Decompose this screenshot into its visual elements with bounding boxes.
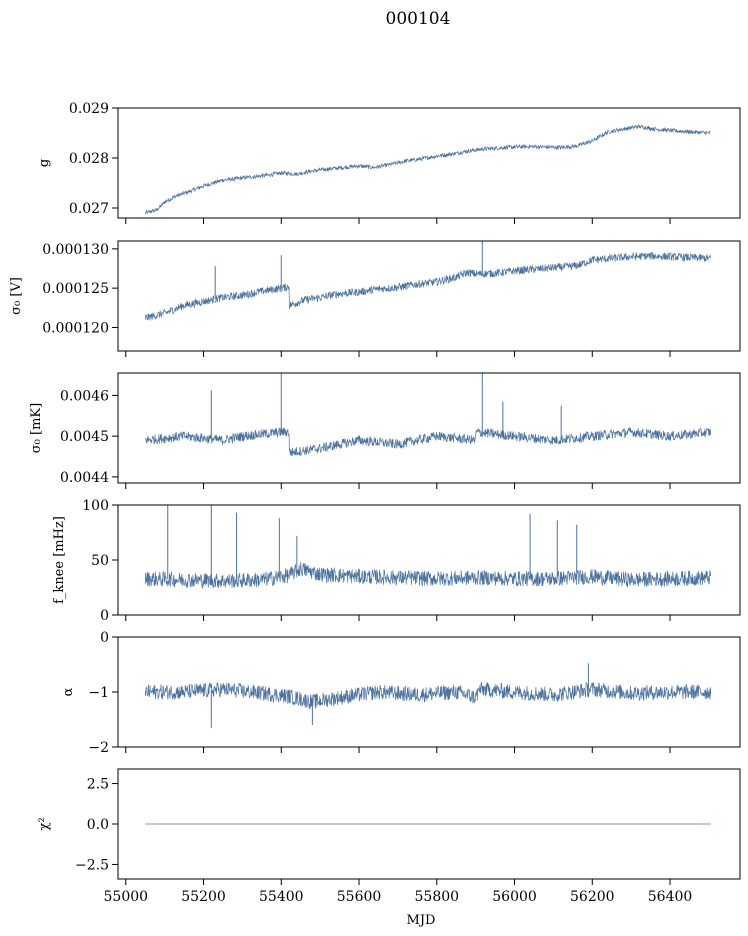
fknee-y-tick-label: 50 <box>91 553 109 569</box>
chi2-y-axis-label: χ² <box>37 817 52 830</box>
sigma0-mk-axes-frame <box>117 372 741 484</box>
fknee-series-line <box>144 562 712 589</box>
sigma0-mk-y-tick-label: 0.0044 <box>60 470 109 486</box>
sigma0-mk-series-line <box>144 427 712 456</box>
gain-y-tick-label: 0.029 <box>69 101 109 117</box>
x-tick-label: 55000 <box>104 889 149 905</box>
alpha-y-tick-label: 0 <box>100 630 109 646</box>
gain-y-tick-label: 0.027 <box>69 201 109 217</box>
x-axis-label: MJD <box>407 913 436 928</box>
alpha-y-tick-label: −1 <box>88 685 109 701</box>
panels: 0.027 0.028 0.029 g 0.000120 0.000125 0.000130… <box>9 101 741 905</box>
x-tick-label: 55800 <box>415 889 460 905</box>
figure-title: 000104 <box>386 9 451 29</box>
fknee-y-tick-label: 100 <box>82 498 109 514</box>
x-tick-label: 55200 <box>181 889 226 905</box>
gain-y-axis-label: g <box>37 159 52 167</box>
panel-sigma0-mk: 0.0044 0.0045 0.0046 σ₀ [mK] <box>29 372 741 489</box>
alpha-y-axis-label: α <box>61 687 76 696</box>
sigma0-volts-axes-frame <box>117 240 741 352</box>
gain-axes-frame <box>117 107 741 219</box>
panel-gain: 0.027 0.028 0.029 g <box>37 101 741 224</box>
sigma0-volts-y-axis-label: σ₀ [V] <box>9 277 24 315</box>
sigma0-mk-y-tick-label: 0.0046 <box>60 388 109 404</box>
gain-series-line <box>144 124 711 215</box>
panel-fknee: 0 50 100 f_knee [mHz] <box>52 498 741 624</box>
chi2-y-tick-label: 2.5 <box>87 777 109 793</box>
panel-alpha: −2 −1 0 α <box>61 630 741 756</box>
sigma0-volts-series-line <box>144 252 712 321</box>
chi2-y-tick-label: −2.5 <box>75 857 109 873</box>
x-tick-label: 56200 <box>570 889 615 905</box>
chi2-y-tick-label: 0.0 <box>87 817 109 833</box>
alpha-y-tick-label: −2 <box>88 740 109 756</box>
sigma0-volts-y-tick-label: 0.000120 <box>42 320 109 336</box>
panel-sigma0-volts: 0.000120 0.000125 0.000130 σ₀ [V] <box>9 240 741 357</box>
alpha-series-line <box>144 681 712 709</box>
fknee-y-axis-label: f_knee [mHz] <box>52 516 67 604</box>
x-tick-label: 56400 <box>648 889 693 905</box>
gain-y-tick-label: 0.028 <box>69 151 109 167</box>
sigma0-volts-y-tick-label: 0.000125 <box>42 281 109 297</box>
sigma0-mk-y-tick-label: 0.0045 <box>60 429 109 445</box>
fknee-y-tick-label: 0 <box>100 608 109 624</box>
x-tick-label: 55600 <box>337 889 382 905</box>
x-tick-label: 55400 <box>259 889 304 905</box>
panel-chi2: −2.5 0.0 2.5 χ² <box>37 768 741 885</box>
sigma0-volts-y-tick-label: 0.000130 <box>42 242 109 258</box>
sigma0-mk-y-axis-label: σ₀ [mK] <box>29 403 44 453</box>
x-tick-label: 56000 <box>492 889 537 905</box>
